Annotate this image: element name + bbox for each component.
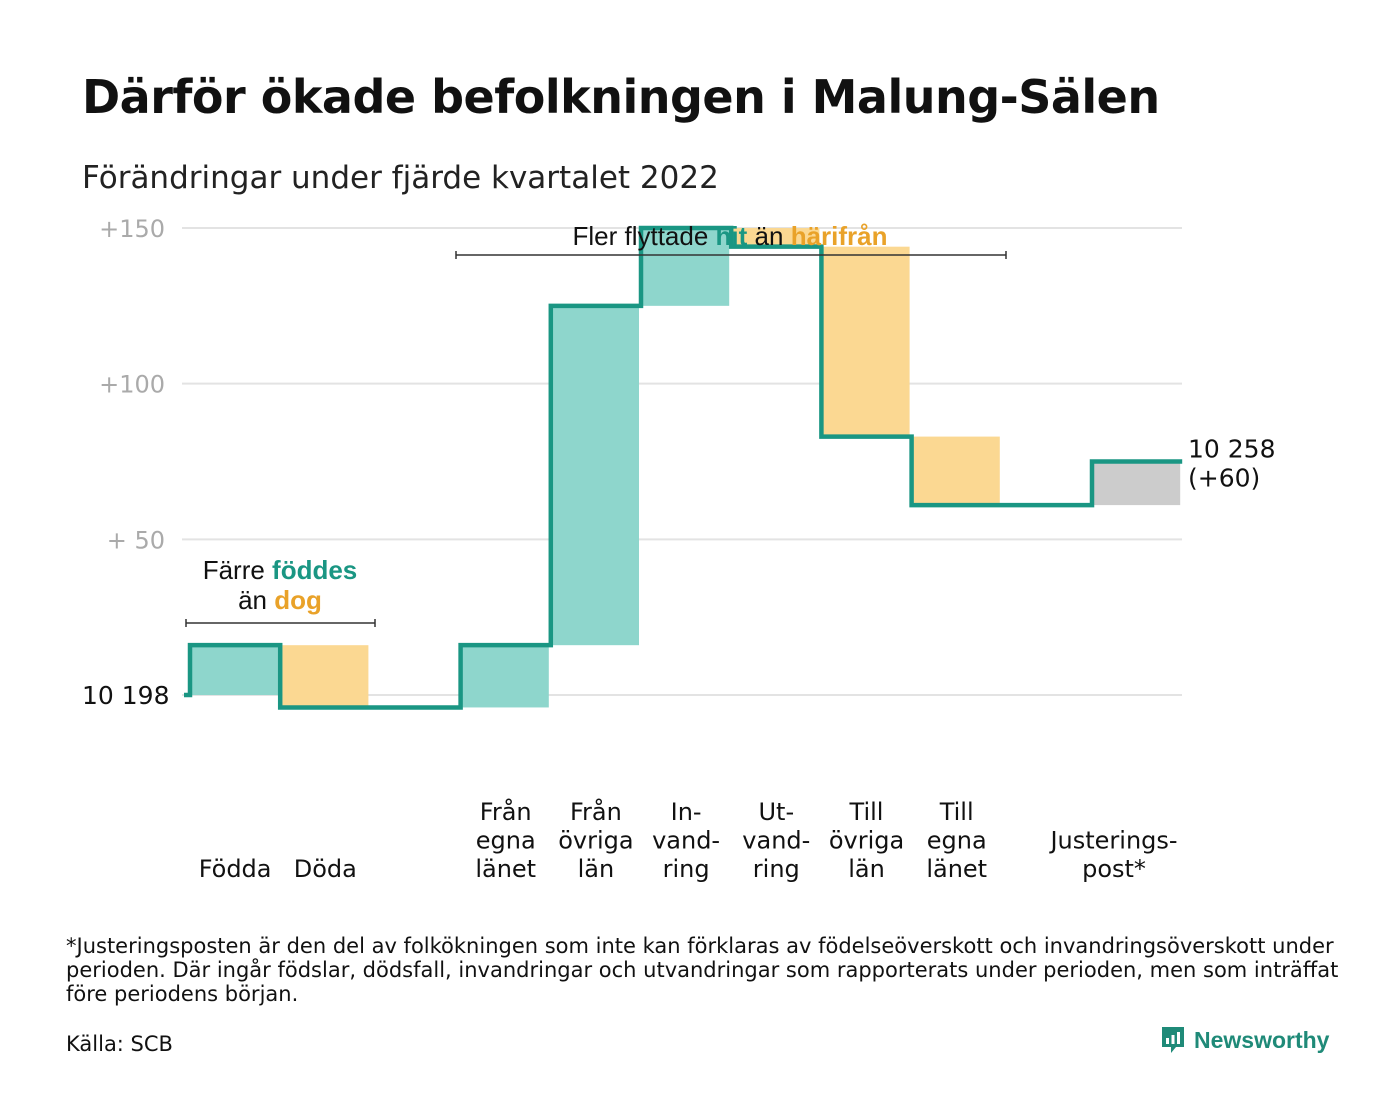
annotation-text-birth-death: än dog: [238, 585, 322, 615]
label-layer: +150 +100 + 50 10 198 10 258(+60) Födda Döda Fr…: [82, 215, 1275, 883]
chart-subtitle: Förändringar under fjärde kvartalet 2022: [82, 160, 719, 196]
category-label: Ut-: [758, 798, 794, 826]
brand-logo: Newsworthy: [1160, 1025, 1329, 1055]
annotation-span: hit: [716, 221, 748, 251]
category-label: länet: [475, 855, 536, 883]
category-label: län: [848, 855, 885, 883]
bar: [733, 228, 820, 247]
chart-title: Därför ökade befolkningen i Malung-Sälen: [82, 70, 1160, 124]
annotation-text-migration: Fler flyttade hit än härifrån: [572, 221, 887, 251]
cumulative-line: [184, 225, 1183, 710]
waterfall-chart: +150 +100 + 50 10 198 10 258(+60) Födda Döda Fr…: [82, 215, 1275, 883]
source-note: Källa: SCB: [66, 1032, 173, 1056]
bar-layer: [192, 228, 1181, 708]
category-label: Döda: [294, 855, 357, 883]
newsworthy-logo-icon: [1162, 1027, 1184, 1053]
bar: [192, 645, 279, 695]
annotation-span: dog: [274, 585, 322, 615]
annotation-span: än: [747, 221, 790, 251]
annotation-span: härifrån: [791, 221, 888, 251]
category-label: övriga: [558, 827, 633, 855]
bar: [643, 228, 730, 306]
annotation-span: än: [238, 585, 274, 615]
category-label: län: [578, 855, 615, 883]
category-label: Från: [480, 797, 532, 826]
line-layer: [184, 225, 1183, 710]
category-label: post*: [1082, 855, 1146, 883]
brand-name: Newsworthy: [1194, 1026, 1330, 1053]
bar: [282, 645, 369, 708]
category-label: Till: [849, 798, 884, 826]
category-label: ring: [753, 855, 800, 883]
annotation-text-birth-death: Färre föddes: [203, 555, 358, 585]
end-value-label: 10 258: [1188, 435, 1275, 464]
footnote: *Justeringsposten är den del av folkökni…: [66, 934, 1339, 1006]
category-label: Födda: [199, 855, 272, 883]
y-tick-label: +150: [99, 215, 165, 243]
y-tick-label: + 50: [107, 526, 165, 554]
category-label: egna: [476, 827, 536, 855]
category-label: länet: [926, 855, 987, 883]
category-label: egna: [927, 827, 987, 855]
category-label: vand-: [652, 827, 720, 855]
bar: [1094, 461, 1181, 506]
category-label: Till: [939, 798, 974, 826]
category-label: Från: [570, 797, 622, 826]
start-value-label: 10 198: [82, 681, 169, 710]
annotation-span: Fler flyttade: [572, 221, 715, 251]
category-label: Justerings-: [1048, 827, 1177, 855]
bar: [462, 645, 549, 708]
y-tick-label: +100: [99, 371, 165, 399]
bar: [913, 436, 1000, 506]
category-label: In-: [671, 798, 702, 826]
category-label: övriga: [829, 827, 904, 855]
bar: [823, 246, 910, 437]
category-label: vand-: [742, 827, 810, 855]
category-label: ring: [663, 855, 710, 883]
bar: [552, 305, 639, 646]
annotation-span: Färre: [203, 555, 272, 585]
annotation-span: föddes: [272, 555, 357, 585]
end-change-label: (+60): [1188, 464, 1260, 493]
